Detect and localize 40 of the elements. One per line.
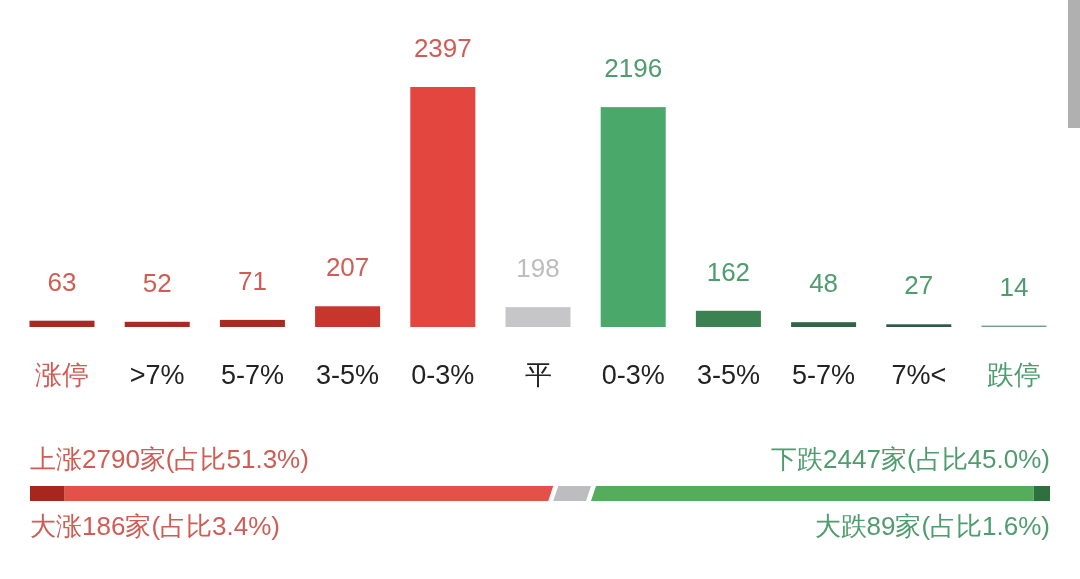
bar xyxy=(591,486,1034,501)
bar xyxy=(29,320,95,327)
x-tick-label: 3-5% xyxy=(316,360,380,390)
data-label: 207 xyxy=(325,252,370,283)
bar xyxy=(886,324,952,327)
text: 上涨2790家(占比51.3%) xyxy=(30,444,309,474)
x-tick-label: 5-7% xyxy=(220,360,284,390)
bar xyxy=(64,486,554,501)
data-label: 198 xyxy=(516,253,560,284)
data-label: 2397 xyxy=(413,33,472,63)
data-label: 2196 xyxy=(604,53,663,84)
x-tick-label: 7%< xyxy=(891,360,947,390)
bar xyxy=(410,87,476,327)
x-tick-label: 3-5% xyxy=(696,360,760,390)
data-label: 63 xyxy=(47,266,77,297)
data-label: 48 xyxy=(809,268,839,299)
bar xyxy=(219,319,285,327)
x-tick-label: >7% xyxy=(129,360,185,390)
bar xyxy=(505,307,571,327)
data-label: 14 xyxy=(999,271,1029,302)
x-tick-label: 0-3% xyxy=(411,360,475,390)
bar xyxy=(1033,486,1050,501)
x-tick-label: 平 xyxy=(524,360,552,390)
bar xyxy=(124,321,190,327)
data-label: 162 xyxy=(706,256,751,287)
data-label: 52 xyxy=(142,267,172,298)
x-tick-label: 5-7% xyxy=(792,360,856,390)
bar xyxy=(791,322,857,327)
data-label: 27 xyxy=(904,270,934,301)
x-tick-label: 0-3% xyxy=(601,360,665,390)
data-label: 71 xyxy=(237,265,267,296)
bar xyxy=(315,306,381,327)
text: 下跌2447家(占比45.0%) xyxy=(771,444,1050,474)
bar xyxy=(600,107,666,327)
text: 大跌89家(占比1.6%) xyxy=(814,511,1050,541)
text: 大涨186家(占比3.4%) xyxy=(30,511,280,541)
bar xyxy=(30,486,65,501)
x-tick-label: 涨停 xyxy=(35,360,89,390)
bar xyxy=(695,310,761,327)
x-tick-label: 跌停 xyxy=(987,360,1041,390)
